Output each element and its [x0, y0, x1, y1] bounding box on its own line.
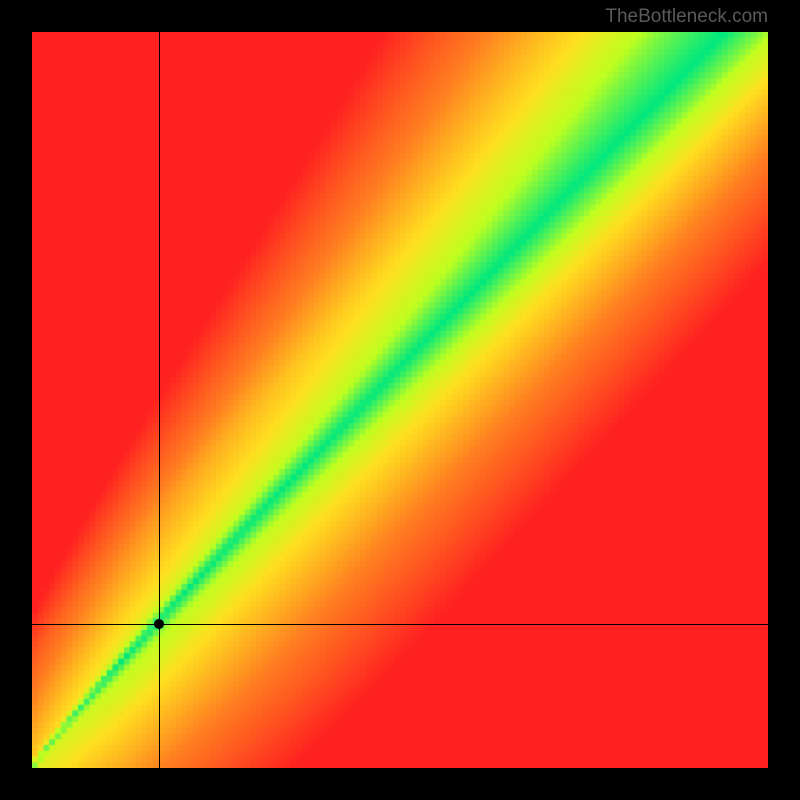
heatmap-canvas — [32, 32, 768, 768]
crosshair-vertical — [159, 32, 160, 768]
crosshair-marker — [154, 619, 164, 629]
bottleneck-heatmap — [32, 32, 768, 768]
crosshair-horizontal — [32, 624, 768, 625]
attribution-text: TheBottleneck.com — [605, 6, 768, 28]
